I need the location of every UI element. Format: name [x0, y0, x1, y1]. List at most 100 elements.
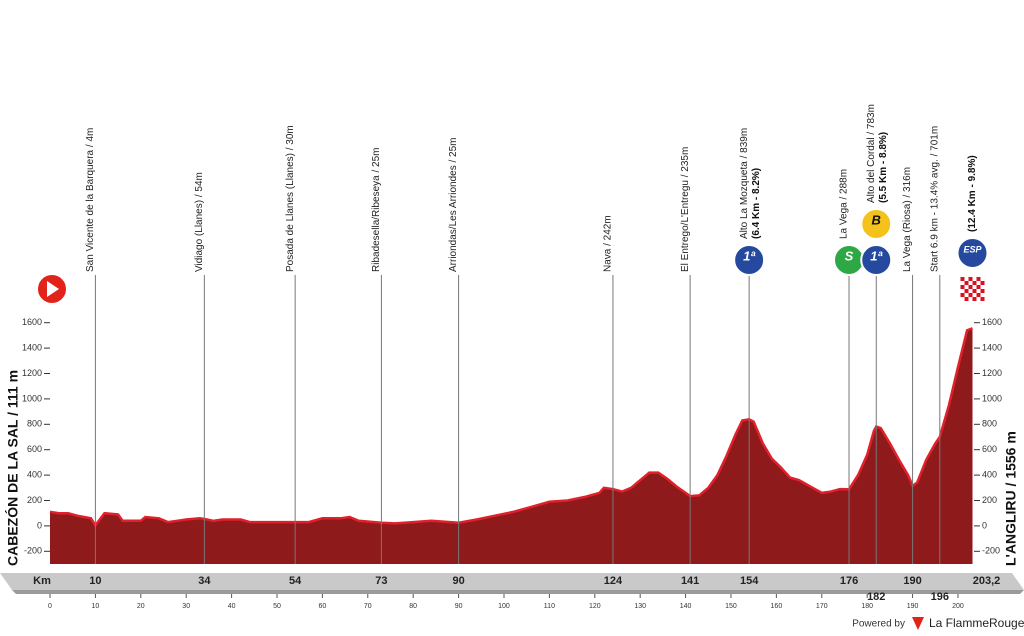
finish-check — [968, 277, 973, 281]
x-tick-label: 190 — [907, 603, 919, 610]
waypoint-km: 34 — [198, 575, 211, 587]
start-label: CABEZÓN DE LA SAL / 111 m — [4, 370, 21, 566]
x-tick-label: 180 — [861, 603, 873, 610]
powered-by: Powered by — [852, 619, 905, 630]
waypoint-detail: (5.5 Km - 8.8%) — [878, 132, 889, 203]
badge — [860, 208, 893, 240]
y-tick-label: 1600 — [982, 317, 1002, 327]
x-tick-label: 110 — [544, 603, 555, 610]
x-tick-label: 150 — [725, 603, 737, 610]
finish-check — [980, 289, 985, 293]
finish-check — [964, 281, 969, 285]
y-tick-label: 800 — [27, 419, 42, 429]
badge-text: S — [845, 248, 854, 263]
x-tick-label: 90 — [455, 603, 463, 610]
waypoint-label: Alto del Cordal / 783m — [866, 104, 877, 203]
elevation-area — [50, 328, 973, 564]
waypoint-km: 203,2 — [973, 575, 1001, 587]
x-tick-label: 80 — [409, 603, 417, 610]
y-tick-label: 400 — [27, 469, 42, 479]
x-tick-label: 40 — [228, 603, 236, 610]
finish-check — [972, 289, 977, 293]
y-tick-label: 800 — [982, 419, 997, 429]
finish-check — [980, 297, 985, 301]
waypoint-detail: (6.4 Km - 8.2%) — [751, 168, 762, 239]
finish-check — [964, 289, 969, 293]
badge-text: 1ª — [870, 248, 883, 263]
waypoint-detail: (12.4 Km - 9.8%) — [967, 155, 978, 232]
waypoint-km: 182 — [867, 591, 885, 603]
x-tick-label: 60 — [318, 603, 326, 610]
y-tick-label: 1000 — [22, 393, 42, 403]
start-icon — [36, 273, 68, 305]
finish-label: L'ANGLIRU / 1556 m — [1003, 431, 1019, 566]
finish-check — [972, 281, 977, 285]
km-axis-label: Km — [33, 575, 51, 587]
finish-check — [960, 277, 965, 281]
finish-check — [976, 293, 981, 297]
x-tick-label: 50 — [273, 603, 281, 610]
finish-check — [968, 285, 973, 289]
waypoint-label: Nava / 242m — [603, 215, 614, 272]
x-tick-label: 100 — [498, 603, 510, 610]
badge — [733, 244, 766, 276]
x-tick-label: 30 — [182, 603, 190, 610]
y-tick-label: 1200 — [982, 368, 1002, 378]
badge-text: ESP — [963, 244, 982, 254]
y-tick-label: 1600 — [22, 317, 42, 327]
y-tick-label: 0 — [982, 520, 987, 530]
brand: La FlammeRouge — [929, 616, 1024, 630]
km-bar — [0, 573, 1024, 590]
badge — [860, 244, 893, 276]
badge — [956, 237, 989, 269]
km-bar-shadow — [12, 590, 1024, 594]
x-tick-label: 160 — [771, 603, 783, 610]
y-tick-label: 1000 — [982, 393, 1002, 403]
y-tick-label: 600 — [982, 444, 997, 454]
waypoint-label: Vidiago (Llanes) / 54m — [194, 172, 205, 272]
finish-check — [976, 277, 981, 281]
x-tick-label: 120 — [589, 603, 601, 610]
y-tick-label: 1400 — [982, 342, 1002, 352]
waypoint-label: San Vicente de la Barquera / 4m — [85, 128, 96, 272]
waypoint-label: Arriondas/Les Arriondes / 25m — [448, 137, 459, 272]
x-tick-label: 200 — [952, 603, 964, 610]
finish-check — [960, 285, 965, 289]
finish-check — [972, 297, 977, 301]
waypoint-label: La Vega / 288m — [839, 169, 850, 239]
waypoint-km: 154 — [740, 575, 759, 587]
y-tick-label: 0 — [37, 520, 42, 530]
finish-check — [980, 281, 985, 285]
waypoint-label: La Vega (Riosa) / 316m — [902, 167, 913, 272]
finish-check — [964, 297, 969, 301]
x-tick-label: 130 — [634, 603, 646, 610]
x-tick-label: 140 — [680, 603, 692, 610]
y-tick-label: 200 — [982, 495, 997, 505]
y-tick-label: 1400 — [22, 342, 42, 352]
waypoint-km: 54 — [289, 575, 302, 587]
finish-check — [968, 293, 973, 297]
waypoint-km: 176 — [840, 575, 858, 587]
waypoint-label: El Entrego/L'Entregu / 235m — [680, 147, 691, 272]
x-tick-label: 0 — [48, 603, 52, 610]
y-tick-label: 200 — [27, 495, 42, 505]
waypoint-km: 190 — [903, 575, 921, 587]
x-tick-label: 70 — [364, 603, 372, 610]
waypoint-label: Ribadesella/Ribeseya / 25m — [371, 147, 382, 272]
y-tick-label: 400 — [982, 469, 997, 479]
waypoint-label: Start 6.9 km - 13.4% avg. / 701m — [929, 126, 940, 272]
y-tick-label: 600 — [27, 444, 42, 454]
waypoint-km: 196 — [931, 591, 949, 603]
brand-icon — [912, 617, 924, 630]
y-tick-label: 1200 — [22, 368, 42, 378]
waypoint-label: Alto La Mozqueta / 839m — [739, 128, 750, 239]
x-tick-label: 170 — [816, 603, 828, 610]
x-tick-label: 20 — [137, 603, 145, 610]
elevation-line — [49, 327, 973, 528]
waypoint-km: 10 — [89, 575, 101, 587]
y-tick-label: -200 — [24, 546, 42, 556]
badge-text: 1ª — [743, 248, 756, 263]
waypoint-label: Posada de Llanes (Llanes) / 30m — [285, 125, 296, 272]
start-arrow — [47, 281, 59, 297]
